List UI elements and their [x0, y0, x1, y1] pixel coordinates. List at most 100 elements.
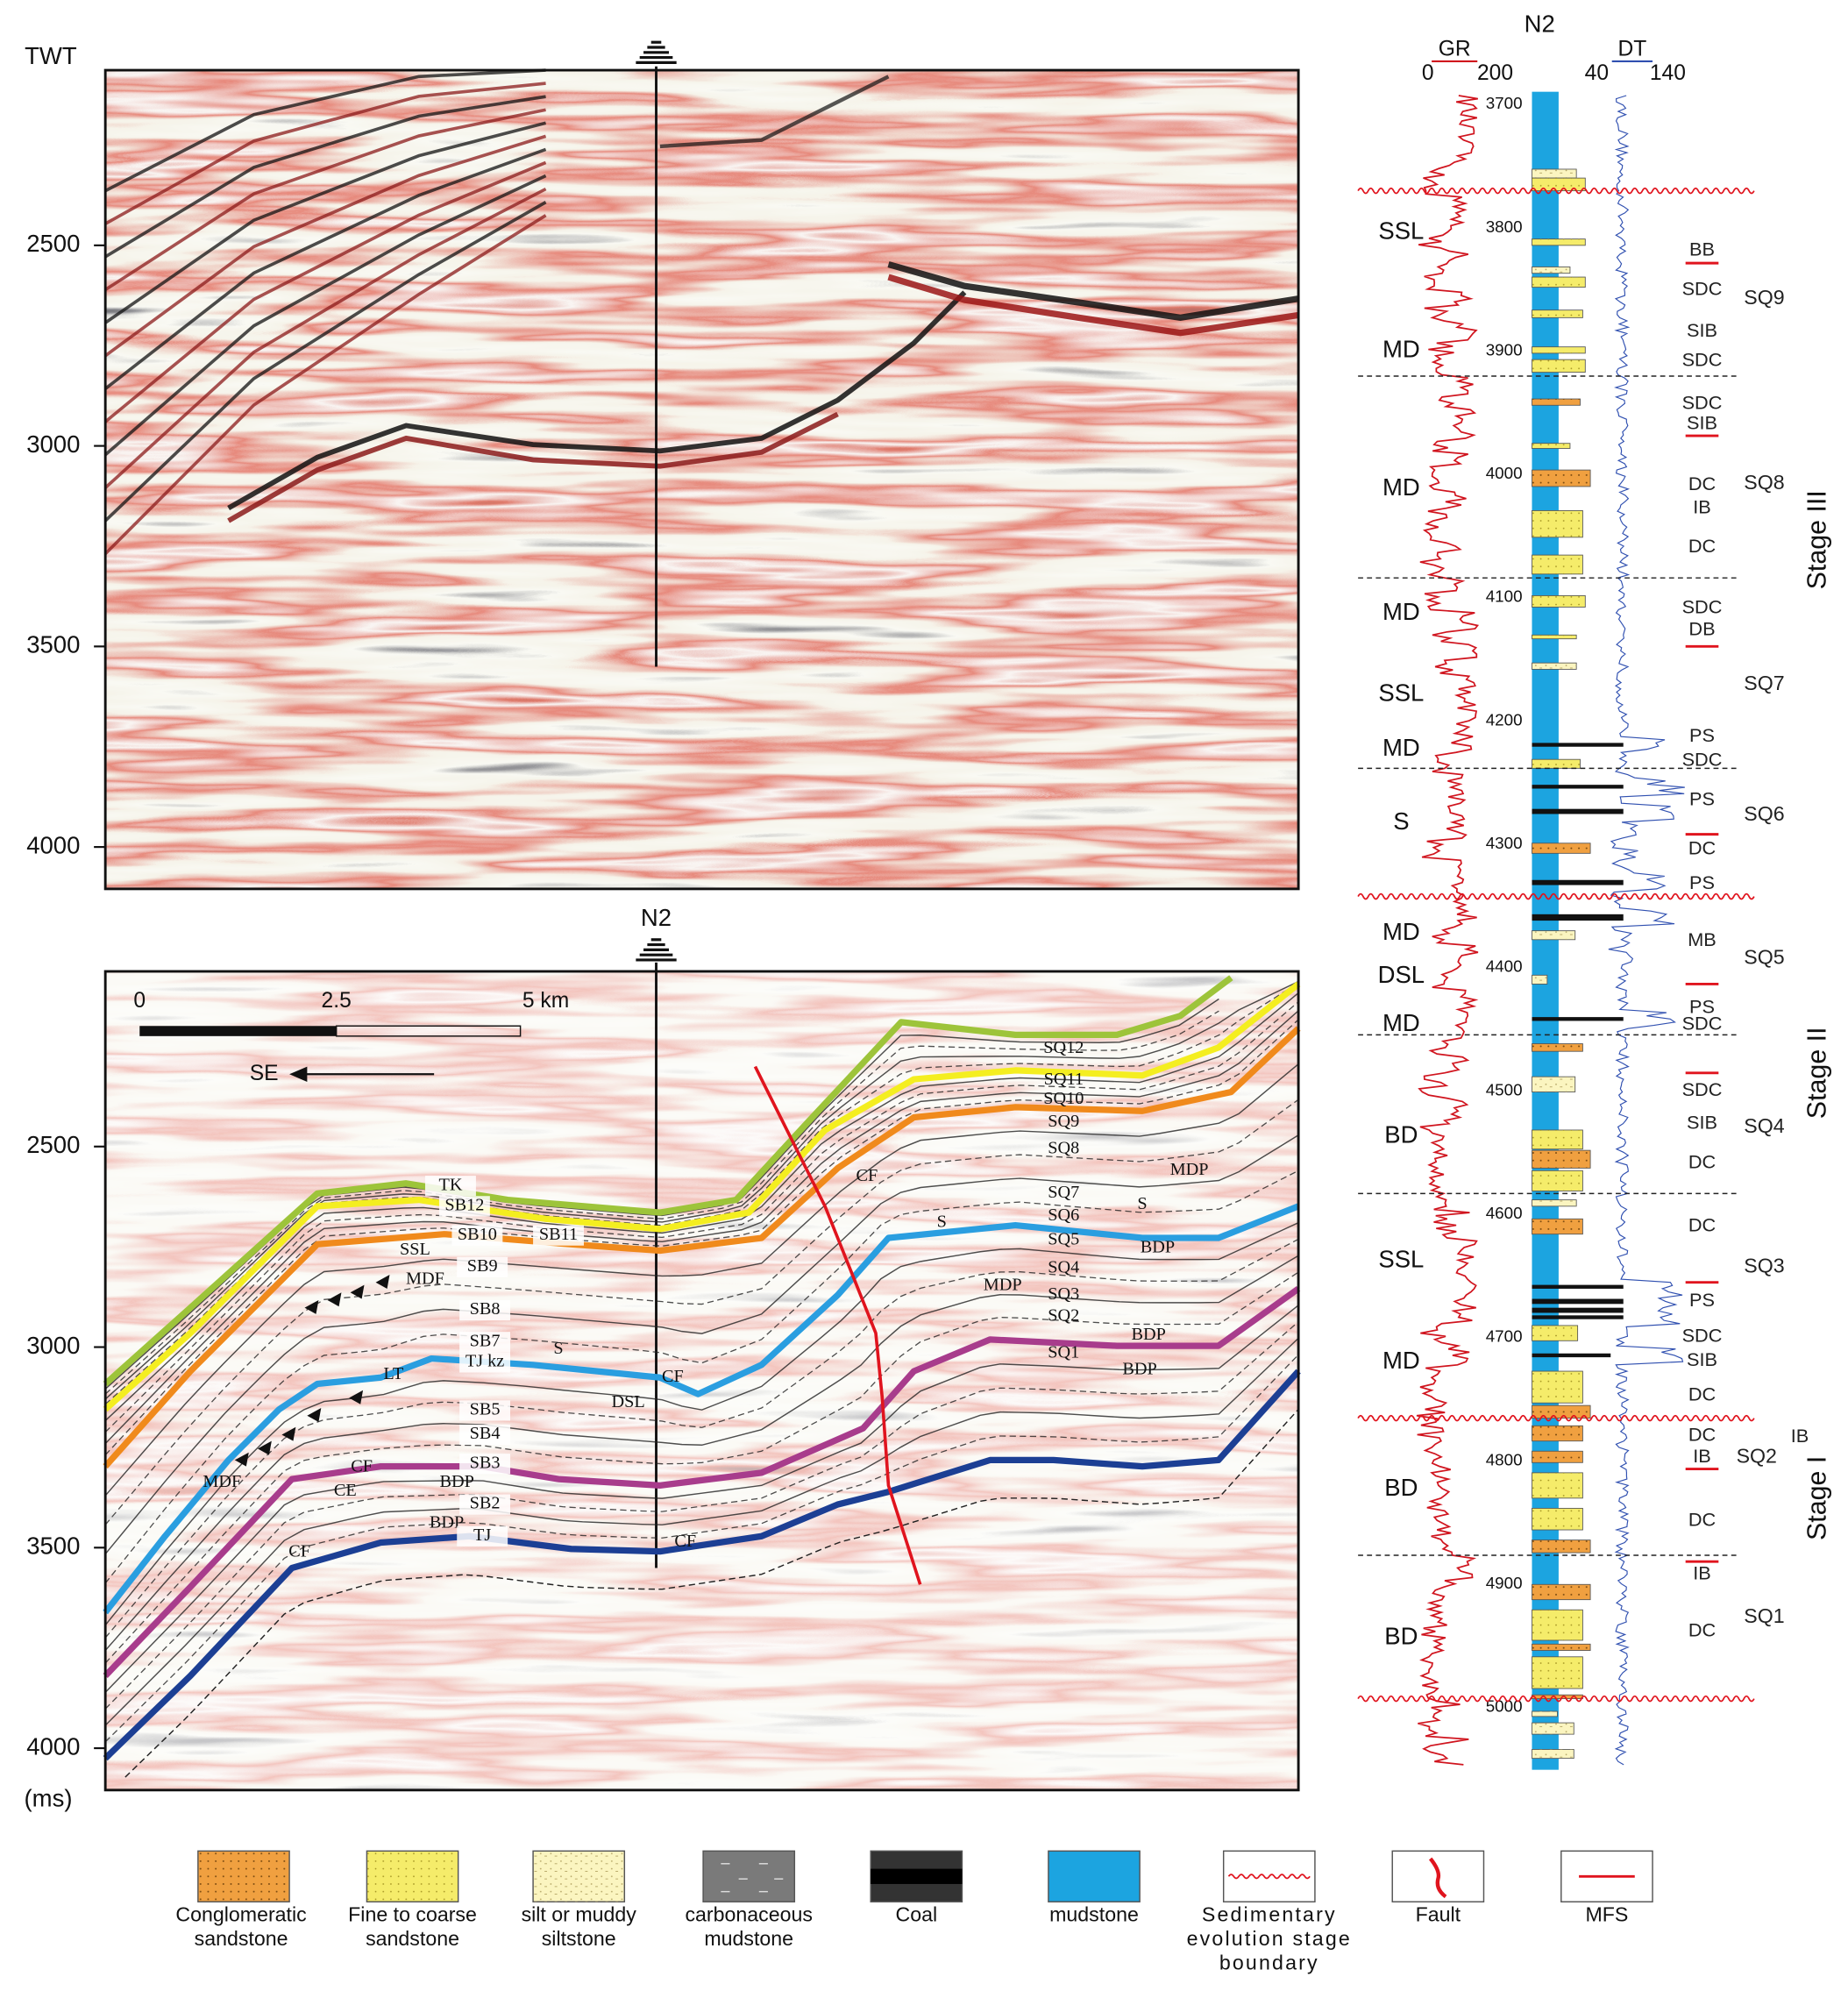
onlap-arrow	[350, 1284, 365, 1299]
onlap-arrow	[257, 1440, 272, 1455]
time-tick-label: 3000	[26, 1332, 80, 1359]
legend-symbol	[1227, 1874, 1311, 1880]
facies-label: BD	[1384, 1622, 1418, 1649]
log-max: 140	[1650, 61, 1686, 85]
stratal-line	[104, 1019, 1299, 1456]
axis-unit: (ms)	[25, 1785, 73, 1812]
lithology-texture	[1532, 1199, 1577, 1206]
panel-frame	[103, 68, 1300, 891]
legend-texture	[871, 1868, 963, 1884]
facies-label: MD	[1382, 335, 1420, 362]
lithology-bed	[1532, 808, 1624, 814]
depth-label: 4000	[1486, 464, 1523, 482]
lithology-texture	[1532, 1405, 1591, 1419]
lithology-texture	[1532, 346, 1586, 353]
horizon-label: TJ kz	[466, 1352, 504, 1371]
sub-facies-label: SIB	[1687, 1111, 1717, 1133]
gr-curve	[1416, 95, 1480, 1766]
time-tick-label: 3500	[26, 631, 80, 658]
lithology-texture	[1532, 1325, 1578, 1341]
sub-facies-label: SDC	[1682, 1078, 1723, 1100]
lithology-texture	[1532, 843, 1591, 854]
reflector	[104, 147, 547, 390]
horizon	[103, 1285, 1301, 1679]
horizon-label: SQ5	[1048, 1230, 1079, 1249]
horizon-label: SQ10	[1043, 1089, 1084, 1108]
legend-label: evolution stage	[1187, 1927, 1352, 1950]
sub-facies-label: PS	[1689, 787, 1715, 809]
horizon-label: BDP	[430, 1512, 464, 1532]
sub-facies-label: SIB	[1687, 1348, 1717, 1370]
depth-label-bg	[1480, 1452, 1529, 1470]
sub-facies-label: DB	[1688, 617, 1715, 639]
sub-facies-label: DC	[1688, 1424, 1716, 1446]
sub-facies-label: SDC	[1682, 748, 1723, 770]
horizon-label: SQ12	[1043, 1038, 1084, 1057]
onlap-arrow	[375, 1275, 390, 1289]
time-tick-label: 4000	[26, 1732, 80, 1760]
horizon-label: SQ9	[1048, 1112, 1079, 1131]
lithology-texture	[1532, 309, 1583, 318]
stratal-line	[104, 1337, 1299, 1726]
label-box	[459, 1454, 511, 1475]
label-box	[459, 1299, 511, 1321]
onlap-arrow	[281, 1426, 296, 1441]
depth-label: 3800	[1486, 217, 1523, 236]
legend-label: boundary	[1219, 1951, 1319, 1973]
sub-facies-label: DC	[1688, 473, 1716, 494]
sub-facies-label: PS	[1689, 1289, 1715, 1311]
horizon-label: MDP	[1170, 1160, 1209, 1179]
lithology-texture	[1532, 663, 1577, 670]
horizon-label: TJ	[473, 1525, 491, 1545]
stratal-line	[104, 1001, 1299, 1433]
stage-label: Stage III	[1802, 490, 1832, 589]
sequence-label: SQ3	[1744, 1254, 1784, 1276]
reflector	[103, 187, 547, 489]
horizon-label: MDP	[984, 1276, 1022, 1295]
sub-facies-label: PS	[1689, 996, 1715, 1018]
depth-label: 4400	[1486, 957, 1523, 976]
stage-label: Stage II	[1802, 1027, 1832, 1119]
sequence-label: SQ8	[1744, 471, 1784, 494]
legend-swatch	[702, 1850, 796, 1902]
reflector	[104, 121, 547, 324]
depth-label-bg	[1480, 96, 1529, 114]
sub-facies-label: MB	[1688, 928, 1717, 950]
scale-label: 0	[133, 989, 146, 1013]
reflector	[103, 201, 547, 523]
horizon-label: BDP	[1122, 1359, 1156, 1378]
fault	[753, 1065, 922, 1585]
onlap-arrow	[349, 1390, 364, 1404]
lithology-texture	[1532, 359, 1586, 373]
direction-arrowhead	[289, 1066, 308, 1082]
horizon-label: SQ3	[1048, 1284, 1079, 1304]
content: 25003000350040002500300035004000TWT(ms)N…	[25, 11, 1832, 1974]
lithology-bed	[1532, 1284, 1624, 1289]
depth-label-bg	[1480, 958, 1529, 977]
lithology-bed	[1532, 1017, 1624, 1021]
depth-label: 4700	[1486, 1327, 1523, 1346]
lithology-bed	[1532, 879, 1624, 885]
facies-label: MD	[1382, 473, 1420, 501]
horizon-label: SSL	[400, 1240, 430, 1259]
reflector	[227, 290, 967, 511]
horizon-label: SQ6	[1048, 1205, 1079, 1225]
legend-label: siltstone	[542, 1927, 616, 1950]
stratal-line	[104, 980, 1299, 1400]
horizon-label: SQ11	[1044, 1070, 1084, 1089]
horizon-label: MDF	[406, 1269, 444, 1288]
seismic-image	[105, 70, 1299, 889]
well-name: N2	[1525, 11, 1555, 38]
legend-label: mudstone	[1049, 1902, 1139, 1925]
label-box	[459, 1352, 511, 1373]
horizon-label: BDP	[1132, 1325, 1166, 1344]
horizon-label: SQ8	[1048, 1138, 1079, 1157]
depth-label-bg	[1480, 1328, 1529, 1347]
depth-label-bg	[1480, 218, 1529, 237]
lithology-texture	[1532, 168, 1577, 179]
horizon-label: LT	[383, 1364, 404, 1383]
lithology-texture	[1532, 930, 1575, 940]
depth-label: 4900	[1486, 1574, 1523, 1592]
horizon-label: CE	[334, 1481, 357, 1500]
label-box	[425, 1176, 476, 1197]
